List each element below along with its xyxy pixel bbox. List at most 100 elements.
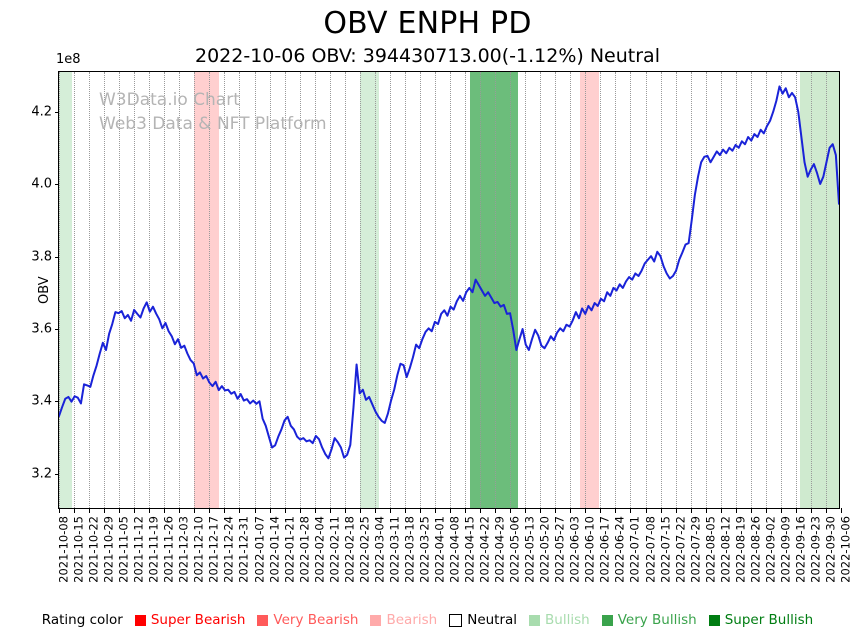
x-tick-mark [810, 508, 812, 513]
x-tick-label: 2022-06-10 [582, 516, 597, 583]
gridline-vertical [419, 72, 421, 508]
x-tick-mark [224, 508, 226, 513]
legend-item-bullish[interactable]: Bullish [529, 612, 590, 628]
gridline-vertical [224, 72, 226, 508]
x-tick-label: 2022-04-08 [447, 516, 462, 583]
gridline-vertical [104, 72, 106, 508]
legend-title: Rating color [41, 612, 123, 628]
gridline-vertical [690, 72, 692, 508]
rating-band-bullish [59, 72, 72, 508]
gridline-vertical [465, 72, 467, 508]
x-tick-mark [555, 508, 557, 513]
x-tick-label: 2022-05-06 [507, 516, 522, 583]
x-tick-mark [660, 508, 662, 513]
legend: Rating color Super Bearish Very Bearish Be… [0, 612, 855, 628]
x-tick-mark [284, 508, 286, 513]
x-tick-mark [645, 508, 647, 513]
x-tick-label: 2022-04-01 [432, 516, 447, 583]
legend-label: Bearish [386, 612, 438, 628]
gridline-vertical [825, 72, 827, 508]
gridline-vertical [735, 72, 737, 508]
y-tick-mark [54, 401, 59, 403]
legend-item-super-bearish[interactable]: Super Bearish [134, 612, 245, 628]
x-tick-label: 2022-02-11 [326, 516, 341, 583]
rating-band-bearish [194, 72, 220, 508]
x-tick-mark [735, 508, 737, 513]
legend-item-super-bullish[interactable]: Super Bullish [708, 612, 814, 628]
rating-band-very-bullish [470, 72, 518, 508]
legend-item-bearish[interactable]: Bearish [370, 612, 437, 628]
x-tick-mark [825, 508, 827, 513]
x-tick-label: 2021-10-08 [56, 516, 71, 583]
x-tick-label: 2022-08-05 [702, 516, 717, 583]
x-tick-mark [314, 508, 316, 513]
legend-swatch-icon [529, 614, 541, 626]
x-tick-mark [465, 508, 467, 513]
x-tick-mark [89, 508, 91, 513]
x-tick-mark [510, 508, 512, 513]
x-tick-mark [780, 508, 782, 513]
legend-item-very-bullish[interactable]: Very Bullish [601, 612, 697, 628]
legend-item-neutral[interactable]: Neutral [449, 612, 517, 628]
gridline-vertical [750, 72, 752, 508]
x-tick-label: 2022-02-25 [357, 516, 372, 583]
x-tick-mark [164, 508, 166, 513]
y-tick-label: 3.6 [31, 321, 52, 337]
x-tick-label: 2022-04-29 [492, 516, 507, 583]
y-axis-exponent: 1e8 [56, 52, 81, 67]
x-tick-label: 2022-09-23 [808, 516, 823, 583]
x-tick-label: 2022-01-07 [251, 516, 266, 583]
x-tick-mark [209, 508, 211, 513]
x-tick-label: 2022-05-27 [552, 516, 567, 583]
gridline-vertical [344, 72, 346, 508]
x-tick-mark [239, 508, 241, 513]
x-tick-mark [600, 508, 602, 513]
gridline-vertical [59, 72, 60, 508]
legend-swatch-icon [449, 613, 463, 627]
x-tick-mark [630, 508, 632, 513]
gridline-vertical [705, 72, 707, 508]
x-tick-label: 2021-12-24 [221, 516, 236, 583]
y-tick-label: 3.8 [31, 249, 52, 265]
x-tick-label: 2022-04-22 [477, 516, 492, 583]
gridline-vertical [389, 72, 391, 508]
page-title: OBV ENPH PD [323, 6, 532, 41]
x-tick-mark [404, 508, 406, 513]
chart-subtitle: 2022-10-06 OBV: 394430713.00(-1.12%) Neu… [195, 45, 660, 67]
x-tick-mark [299, 508, 301, 513]
x-tick-label: 2022-09-30 [823, 516, 838, 583]
x-tick-label: 2021-10-22 [86, 516, 101, 583]
gridline-vertical [510, 72, 512, 508]
legend-label: Very Bullish [617, 612, 697, 628]
x-tick-label: 2022-08-26 [748, 516, 763, 583]
x-tick-mark [194, 508, 196, 513]
x-tick-mark [59, 508, 60, 513]
gridline-vertical [179, 72, 181, 508]
x-tick-label: 2022-09-09 [778, 516, 793, 583]
x-tick-label: 2022-01-28 [296, 516, 311, 583]
gridline-vertical [630, 72, 632, 508]
gridline-vertical [284, 72, 286, 508]
y-tick-mark [54, 329, 59, 330]
x-tick-mark [690, 508, 692, 513]
legend-label: Super Bullish [724, 612, 814, 628]
gridline-vertical [194, 72, 196, 508]
gridline-vertical [495, 72, 497, 508]
x-tick-label: 2022-07-08 [642, 516, 657, 583]
x-tick-mark [450, 508, 451, 513]
x-tick-label: 2022-06-24 [612, 516, 627, 583]
x-tick-mark [119, 508, 121, 513]
x-tick-label: 2021-11-12 [131, 516, 146, 583]
x-tick-label: 2022-07-22 [672, 516, 687, 583]
plot-area: OBV W3Data.io Chart Web3 Data & NFT Platf… [31, 71, 852, 583]
x-tick-label: 2022-07-15 [657, 516, 672, 583]
y-tick-mark [54, 184, 59, 186]
x-tick-label: 2022-02-04 [311, 516, 326, 583]
legend-item-very-bearish[interactable]: Very Bearish [257, 612, 358, 628]
x-tick-mark [720, 508, 722, 513]
x-tick-label: 2022-03-04 [372, 516, 387, 583]
x-tick-mark [434, 508, 436, 513]
x-tick-mark [74, 508, 76, 513]
x-tick-label: 2022-08-19 [732, 516, 747, 583]
